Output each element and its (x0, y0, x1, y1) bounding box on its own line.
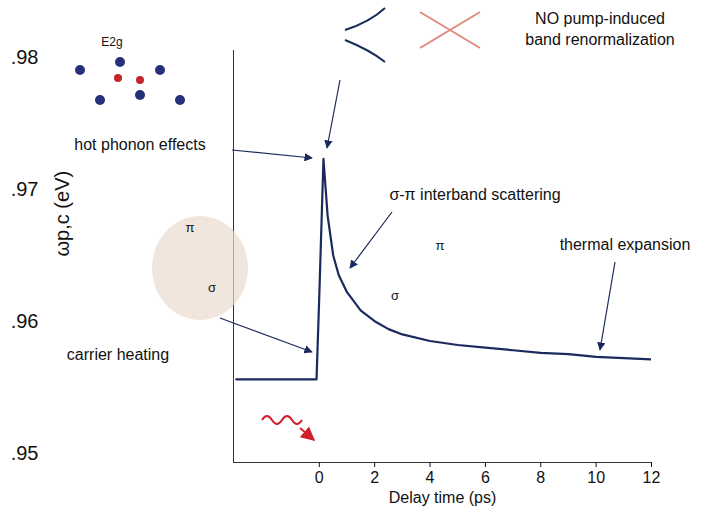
svg-text:π: π (186, 220, 195, 235)
svg-text:.96: .96 (11, 310, 39, 332)
svg-text:.95: .95 (11, 442, 39, 464)
svg-text:10: 10 (587, 469, 605, 486)
svg-text:0: 0 (315, 469, 324, 486)
svg-text:E2g: E2g (101, 35, 122, 49)
svg-text:.97: .97 (11, 178, 39, 200)
svg-text:NO pump-induced: NO pump-induced (535, 10, 665, 27)
svg-text:thermal expansion: thermal expansion (560, 236, 691, 253)
svg-text:Delay time (ps): Delay time (ps) (389, 489, 497, 506)
svg-text:σ: σ (391, 288, 399, 303)
svg-text:4: 4 (426, 469, 435, 486)
svg-text:π: π (436, 238, 445, 253)
svg-text:6: 6 (481, 469, 490, 486)
svg-text:band renormalization: band renormalization (525, 31, 674, 48)
svg-text:12: 12 (643, 469, 661, 486)
svg-text:2: 2 (370, 469, 379, 486)
svg-text:σ-π interband scattering: σ-π interband scattering (389, 186, 560, 203)
svg-text:ωp,c (eV): ωp,c (eV) (51, 171, 73, 257)
svg-text:σ: σ (208, 280, 216, 295)
svg-text:.98: .98 (11, 46, 39, 68)
svg-text:8: 8 (536, 469, 545, 486)
svg-text:hot phonon effects: hot phonon effects (74, 136, 205, 153)
svg-text:carrier heating: carrier heating (67, 346, 169, 363)
